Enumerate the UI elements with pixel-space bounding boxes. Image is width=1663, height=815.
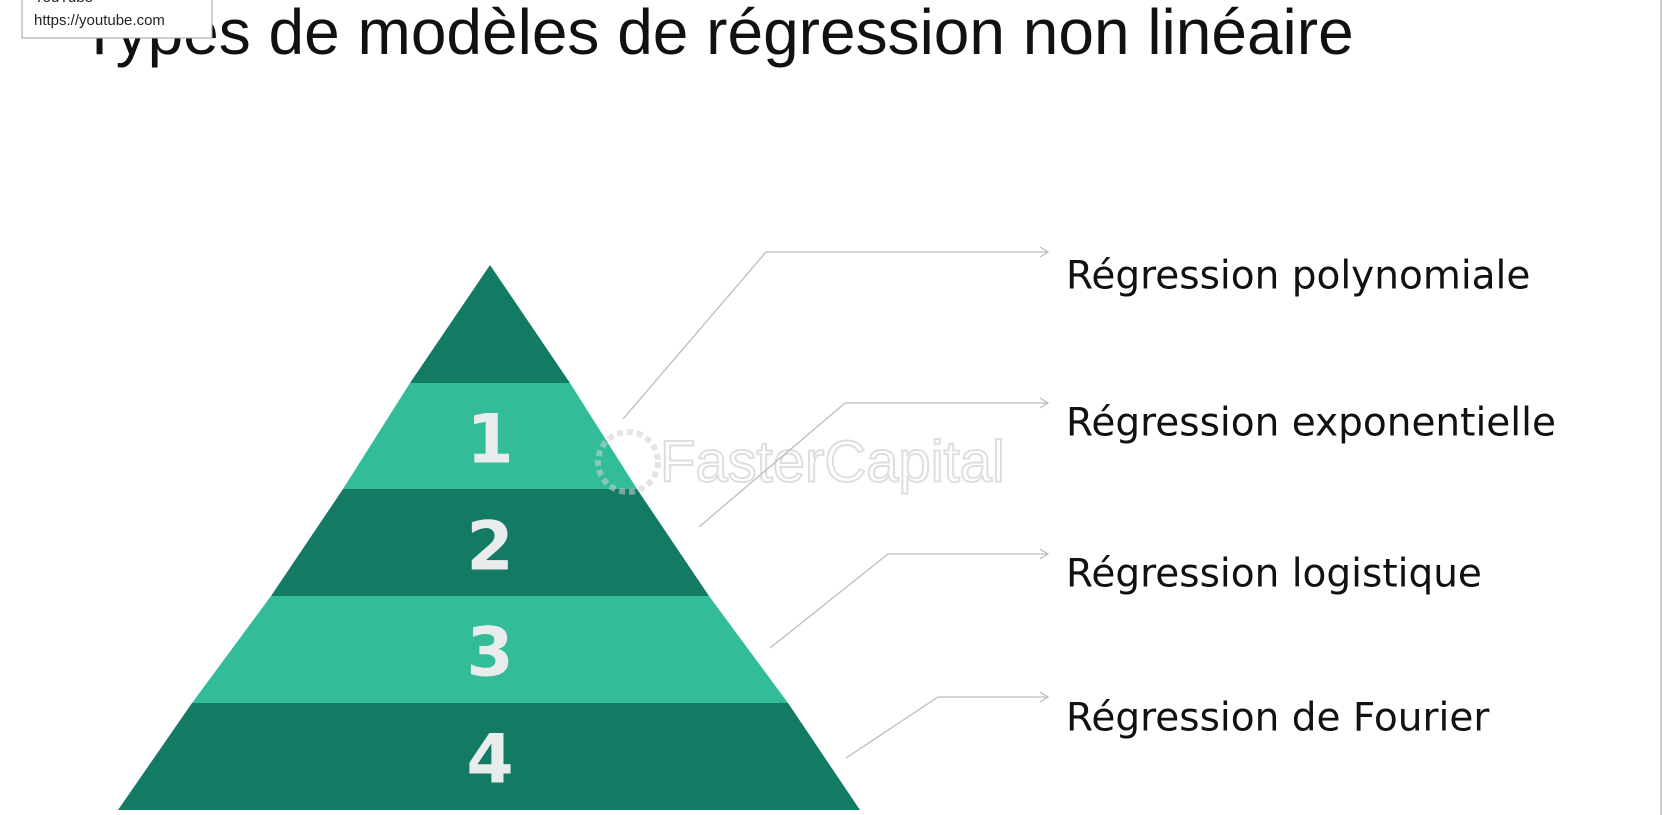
pyramid-band <box>118 703 860 810</box>
connector <box>769 553 1048 649</box>
tooltip: YouTube https://youtube.com <box>21 0 213 39</box>
tooltip-box <box>21 0 213 39</box>
connector <box>698 402 1048 528</box>
tooltip-title: YouTube <box>34 0 93 6</box>
band-label: Régression polynomiale <box>1066 254 1530 299</box>
pyramid-top <box>410 265 570 383</box>
watermark: FasterCapital <box>595 429 1006 496</box>
band-label: Régression exponentielle <box>1066 401 1556 446</box>
band-number: 4 <box>466 721 513 800</box>
pyramid-band <box>343 383 637 489</box>
arrowhead <box>1039 246 1050 258</box>
band-number: 2 <box>466 508 513 587</box>
band-number: 3 <box>466 614 513 693</box>
watermark-logo <box>595 429 661 495</box>
tooltip-url: https://youtube.com <box>34 12 165 29</box>
watermark-text: FasterCapital <box>660 430 1005 495</box>
connector <box>622 251 1048 420</box>
band-label: Régression logistique <box>1066 552 1482 597</box>
pyramid-band <box>271 489 709 596</box>
arrowhead <box>1039 691 1050 703</box>
slide-title: Types de modèles de régression non linéa… <box>80 0 1354 68</box>
band-number: 1 <box>466 401 513 480</box>
arrowhead <box>1039 548 1050 560</box>
arrowhead <box>1039 397 1050 409</box>
pyramid-band <box>192 596 788 703</box>
band-label: Régression de Fourier <box>1066 696 1490 741</box>
connector <box>845 696 1048 759</box>
